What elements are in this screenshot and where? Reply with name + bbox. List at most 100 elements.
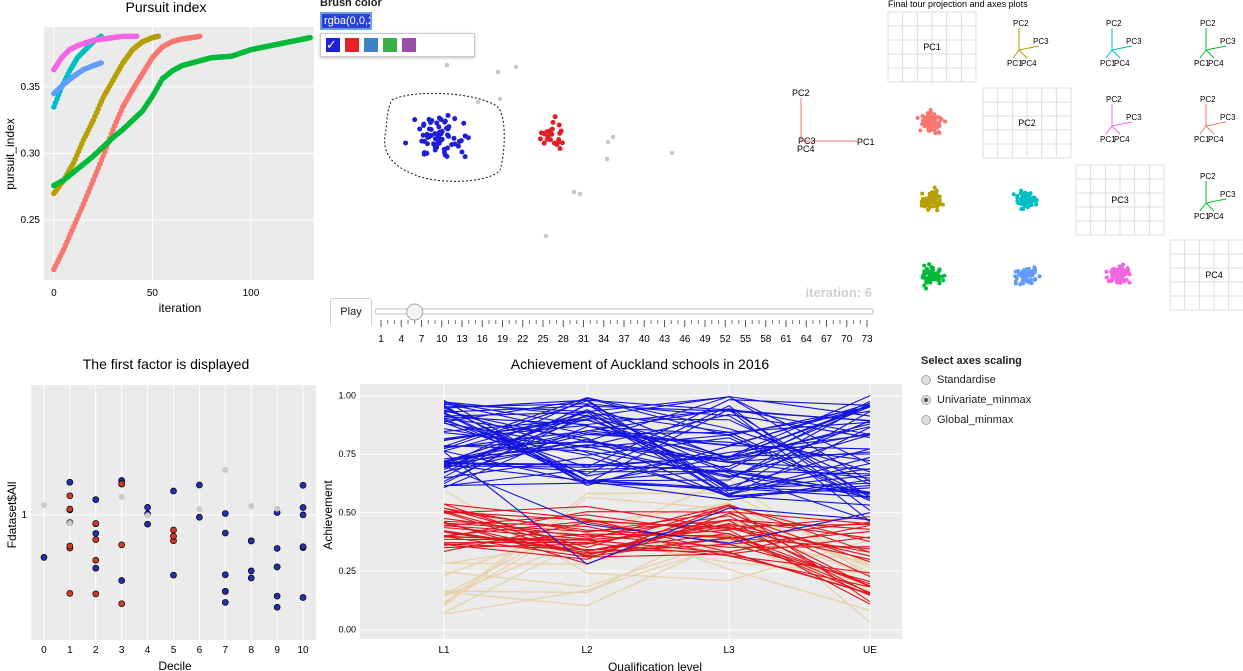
tour-point — [497, 96, 503, 102]
school-line — [443, 531, 871, 587]
factor-point — [170, 487, 177, 495]
matrix-point — [925, 111, 930, 116]
factor-point — [221, 571, 229, 579]
slider-tick-label: 10 — [436, 334, 448, 345]
school-line — [443, 506, 871, 560]
play-button[interactable]: Play — [330, 298, 372, 325]
factor-point — [144, 520, 151, 528]
factor-point — [222, 466, 229, 473]
axes-widget-label: PC4 — [1208, 59, 1224, 68]
matrix-point — [1118, 280, 1123, 285]
factor-point — [66, 542, 74, 550]
matrix-point — [941, 278, 946, 283]
school-line — [443, 523, 871, 594]
brush-color-input[interactable]: rgba(0,0,2 — [320, 12, 372, 30]
axes-widget-line — [1105, 125, 1113, 135]
slider-track[interactable] — [374, 308, 874, 315]
axes-widget-label: PC3 — [1220, 37, 1236, 46]
matrix-point — [1029, 198, 1034, 203]
radio-standardise[interactable]: Standardise — [921, 374, 996, 386]
tour-point — [442, 149, 448, 155]
tour-projection-plot[interactable]: PC2 PC3 PC4 PC1 iteration: 6 — [320, 55, 880, 305]
school-line — [443, 402, 871, 482]
axes-widget-line — [1205, 121, 1227, 127]
factor-point — [247, 537, 255, 545]
iteration-slider[interactable]: 1 4 7 10 13 16 19 22 25 28 31 34 37 40 43 46 49 52 55 58 61 6… — [370, 300, 880, 350]
matrix-point — [920, 118, 925, 123]
matrix-point — [1028, 277, 1033, 282]
matrix-point — [1032, 277, 1037, 282]
diag-label: PC1 — [923, 42, 941, 52]
matrix-point — [1023, 194, 1028, 199]
tour-point — [550, 119, 556, 125]
tour-point — [610, 134, 616, 140]
radio-button[interactable] — [921, 415, 931, 425]
tour-point — [604, 156, 610, 162]
tour-point — [541, 140, 547, 146]
factor-point — [299, 543, 307, 551]
school-line — [443, 403, 871, 498]
slider-tick-label: 58 — [760, 334, 772, 345]
axes-widget-line — [1199, 202, 1207, 212]
factor-point — [40, 502, 47, 509]
tour-point — [431, 141, 437, 147]
swatch-blue[interactable]: ✓ — [326, 37, 340, 52]
matrix-point — [927, 270, 932, 275]
radio-button[interactable] — [921, 375, 931, 385]
school-line — [443, 515, 871, 588]
matrix-point — [1034, 202, 1039, 207]
matrix-point — [1111, 273, 1116, 278]
swatch-red[interactable] — [345, 38, 359, 52]
tour-point — [556, 122, 562, 128]
slider-tick-label: 13 — [456, 334, 468, 345]
radio-univariate-minmax[interactable]: Univariate_minmax — [921, 394, 1031, 406]
swatch-green[interactable] — [383, 38, 397, 52]
axes-widget-label: PC4 — [1021, 59, 1037, 68]
first-factor-y-axis-label: Fdataset$All — [5, 482, 19, 549]
matrix-point — [1115, 276, 1120, 281]
tour-point — [436, 134, 442, 140]
swatch-purple[interactable] — [402, 38, 416, 52]
tour-point — [434, 120, 440, 126]
slider-tick-label: 61 — [780, 334, 792, 345]
factor-point — [118, 600, 126, 608]
factor-point — [66, 505, 74, 513]
factor-point — [221, 510, 229, 517]
school-line — [443, 396, 871, 442]
tour-point — [451, 135, 457, 141]
swatch-steelblue[interactable] — [364, 38, 378, 52]
factor-point — [273, 545, 281, 552]
achievement-chart-title: Achievement of Auckland schools in 2016 — [511, 356, 770, 372]
slider-handle[interactable] — [406, 303, 424, 321]
tour-point — [495, 69, 501, 75]
axes-widget-label: PC1 — [1194, 59, 1210, 68]
x-tick-label: 7 — [223, 645, 229, 656]
matrix-point — [922, 263, 927, 268]
axes-widget-line — [1205, 125, 1215, 135]
tour-point — [432, 147, 438, 153]
matrix-point — [1104, 269, 1109, 274]
radio-button[interactable] — [921, 395, 931, 405]
matrix-point — [1025, 205, 1030, 210]
tour-point — [537, 136, 543, 142]
matrix-point — [931, 116, 936, 121]
matrix-point — [1011, 192, 1016, 197]
radio-global-minmax[interactable]: Global_minmax — [921, 414, 1013, 426]
x-tick-label: 9 — [274, 645, 280, 656]
matrix-point — [936, 277, 941, 282]
tour-point — [543, 233, 549, 239]
axes-widget-line — [1111, 45, 1133, 51]
tour-point — [445, 126, 451, 132]
axes-widget-label: PC4 — [1114, 135, 1130, 144]
matrix-point — [1125, 269, 1130, 274]
matrix-point — [1120, 266, 1125, 271]
factor-point — [221, 529, 229, 537]
x-tick-label: 2 — [93, 645, 99, 656]
axes-widget-line — [1205, 45, 1227, 51]
matrix-point — [1026, 268, 1031, 273]
matrix-point — [1032, 270, 1037, 275]
slider-tick-label: 16 — [477, 334, 489, 345]
tour-point — [429, 118, 435, 124]
pursuit-point — [307, 34, 313, 41]
school-line — [443, 411, 871, 498]
